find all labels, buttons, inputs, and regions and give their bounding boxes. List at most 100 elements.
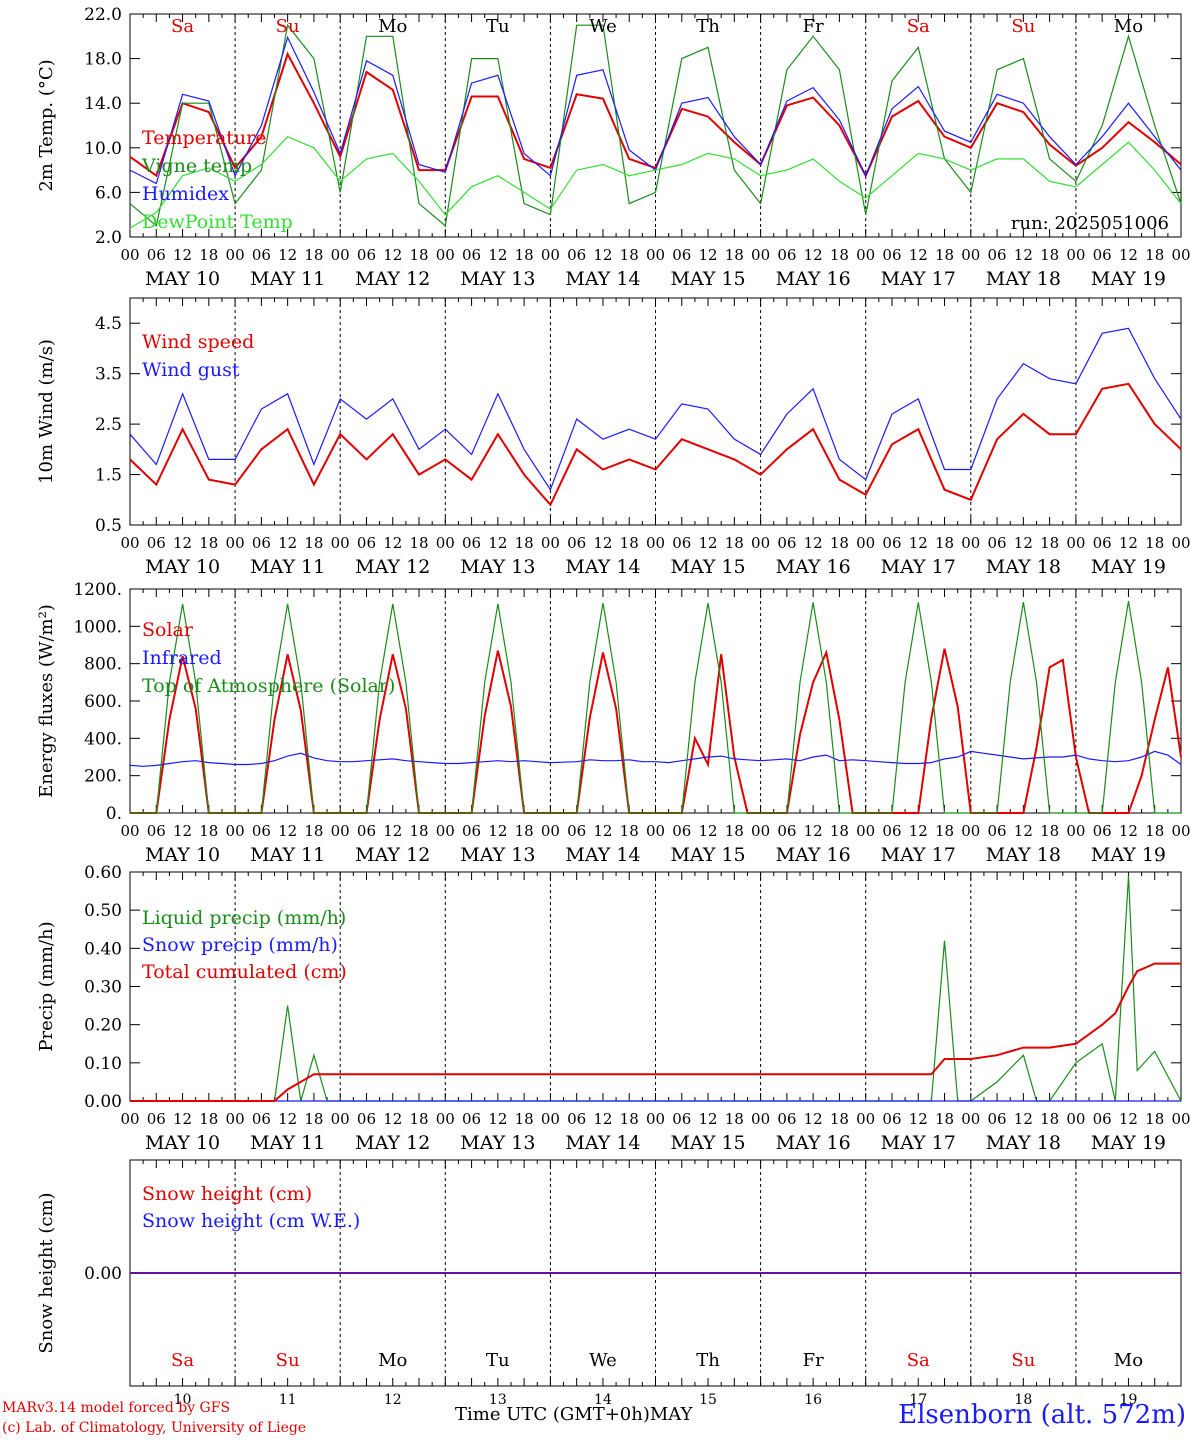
x-hour-label: 12 — [804, 1110, 823, 1128]
x-hour-label: 12 — [488, 1110, 507, 1128]
day-number: 18 — [1014, 1392, 1032, 1408]
x-hour-label: 06 — [357, 822, 376, 840]
x-hour-label: 00 — [751, 534, 770, 552]
x-hour-label: 00 — [961, 246, 980, 264]
x-hour-label: 12 — [383, 822, 402, 840]
x-hour-label: 06 — [567, 1110, 586, 1128]
y-tick-label: 600. — [84, 692, 122, 712]
x-hour-label: 12 — [699, 822, 718, 840]
y-tick-label: 0. — [106, 804, 122, 824]
panel-3 — [129, 588, 1182, 814]
x-hour-label: 06 — [462, 246, 481, 264]
x-date-label: MAY 13 — [460, 268, 535, 290]
weekday-label: Mo — [378, 16, 407, 37]
x-hour-label: 18 — [725, 246, 744, 264]
y-axis-title: Energy fluxes (W/m²) — [36, 604, 57, 798]
y-tick-label: 0.00 — [84, 1092, 122, 1112]
x-date-label: MAY 18 — [986, 556, 1061, 578]
x-hour-label: 06 — [357, 1110, 376, 1128]
x-hour-label: 06 — [672, 822, 691, 840]
y-tick-label: 22.0 — [84, 5, 122, 25]
x-hour-label: 00 — [1066, 246, 1085, 264]
panel-frame — [129, 588, 1182, 814]
weekday-label: Mo — [1114, 1350, 1143, 1371]
y-tick-label: 800. — [84, 655, 122, 675]
x-hour-label: 00 — [961, 1110, 980, 1128]
x-hour-label: 06 — [1093, 246, 1112, 264]
x-hour-label: 18 — [830, 822, 849, 840]
x-hour-label: 06 — [988, 534, 1007, 552]
x-date-label: MAY 18 — [986, 1132, 1061, 1154]
legend-entry: Snow height (cm) — [142, 1183, 312, 1205]
x-hour-label: 12 — [699, 246, 718, 264]
x-hour-label: 18 — [620, 822, 639, 840]
x-hour-label: 12 — [488, 534, 507, 552]
x-hour-label: 06 — [672, 534, 691, 552]
day-number: 19 — [1120, 1392, 1138, 1408]
weekday-label: Fr — [803, 16, 824, 37]
x-hour-label: 12 — [699, 534, 718, 552]
x-hour-label: 06 — [777, 246, 796, 264]
series-line-infrared — [129, 750, 1182, 767]
x-hour-label: 00 — [646, 1110, 665, 1128]
x-hour-label: 12 — [593, 534, 612, 552]
legend-entry: Temperature — [142, 127, 266, 149]
y-tick-label: 400. — [84, 729, 122, 749]
y-tick-label: 1200. — [73, 580, 122, 600]
x-date-label: MAY 14 — [565, 268, 640, 290]
x-hour-label: 06 — [357, 534, 376, 552]
x-hour-label: 12 — [278, 1110, 297, 1128]
x-hour-label: 06 — [252, 246, 271, 264]
x-hour-label: 00 — [331, 246, 350, 264]
x-hour-label: 00 — [1066, 1110, 1085, 1128]
series-line-vigne-temp — [129, 23, 1182, 227]
x-date-label: MAY 10 — [145, 844, 220, 866]
panel-1 — [129, 13, 1182, 238]
x-hour-label: 18 — [304, 534, 323, 552]
series-line-total-cumulated-cm- — [130, 962, 1181, 1102]
x-hour-label: 00 — [961, 534, 980, 552]
y-tick-label: 3.5 — [95, 365, 122, 385]
x-hour-label: 12 — [804, 822, 823, 840]
x-date-label: MAY 18 — [986, 268, 1061, 290]
x-date-label: MAY 17 — [881, 844, 956, 866]
x-hour-label: 12 — [173, 1110, 192, 1128]
y-tick-label: 0.20 — [84, 1016, 122, 1036]
series-line-temperature — [129, 51, 1182, 178]
x-hour-label: 06 — [882, 246, 901, 264]
x-hour-label: 06 — [882, 822, 901, 840]
weekday-label: We — [589, 1350, 617, 1371]
day-number: 16 — [804, 1392, 822, 1408]
series-line-wind-gust — [129, 327, 1182, 492]
x-hour-label: 18 — [515, 246, 534, 264]
legend-entry: Snow precip (mm/h) — [142, 934, 338, 956]
weekday-label: Th — [696, 16, 720, 37]
x-date-label: MAY 14 — [565, 1132, 640, 1154]
x-hour-label: 12 — [1119, 822, 1138, 840]
legend-entry: Wind speed — [142, 331, 254, 353]
x-hour-label: 18 — [199, 1110, 218, 1128]
x-date-label: MAY 10 — [145, 268, 220, 290]
x-hour-label: 00 — [1171, 246, 1190, 264]
x-hour-label: 00 — [120, 246, 139, 264]
x-hour-label: 06 — [988, 1110, 1007, 1128]
x-hour-label: 06 — [567, 246, 586, 264]
x-hour-label: 18 — [515, 1110, 534, 1128]
x-hour-label: 00 — [120, 822, 139, 840]
x-hour-label: 12 — [804, 246, 823, 264]
x-hour-label: 00 — [856, 534, 875, 552]
legend-entry: Humidex — [142, 183, 229, 205]
weekday-label: Su — [276, 1350, 300, 1371]
x-hour-label: 00 — [541, 822, 560, 840]
x-hour-label: 12 — [173, 246, 192, 264]
x-date-label: MAY 11 — [250, 1132, 325, 1154]
x-date-label: MAY 12 — [355, 1132, 430, 1154]
x-date-label: MAY 19 — [1091, 1132, 1166, 1154]
x-hour-label: 00 — [541, 1110, 560, 1128]
x-hour-label: 12 — [909, 1110, 928, 1128]
x-date-label: MAY 19 — [1091, 844, 1166, 866]
x-hour-label: 00 — [120, 534, 139, 552]
x-hour-label: 12 — [278, 246, 297, 264]
x-hour-label: 12 — [699, 1110, 718, 1128]
x-hour-label: 06 — [462, 534, 481, 552]
